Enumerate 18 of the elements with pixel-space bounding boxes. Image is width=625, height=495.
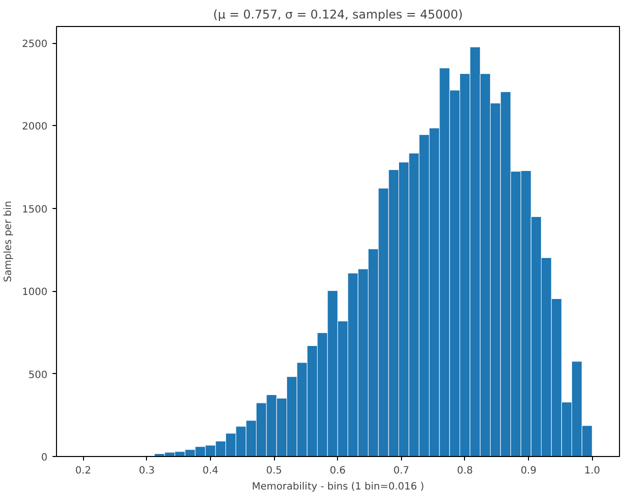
y-tick-label: 500 (28, 370, 48, 381)
y-tick-label: 2000 (22, 122, 48, 133)
x-tick-label: 1.0 (584, 466, 600, 476)
y-axis-title: Samples per bin (3, 200, 14, 282)
x-tick-label: 0.2 (75, 466, 92, 476)
x-tick-label: 0.8 (456, 466, 473, 476)
x-axis-title: Memorability - bins (1 bin=0.016 ) (252, 482, 424, 492)
x-tick-label: 0.4 (202, 466, 218, 476)
x-tick-label: 0.7 (393, 466, 410, 476)
y-tick-label: 1000 (22, 287, 48, 298)
x-tick-label: 0.6 (330, 466, 346, 476)
y-tick-label: 0 (41, 452, 48, 464)
x-tick-label: 0.9 (520, 466, 536, 476)
chart-title: (μ = 0.757, σ = 0.124, samples = 45000) (213, 8, 463, 22)
y-tick-label: 2500 (22, 39, 48, 50)
x-tick-label: 0.5 (266, 466, 282, 476)
y-tick-label: 1500 (22, 204, 48, 216)
x-tick-label: 0.3 (138, 466, 155, 476)
